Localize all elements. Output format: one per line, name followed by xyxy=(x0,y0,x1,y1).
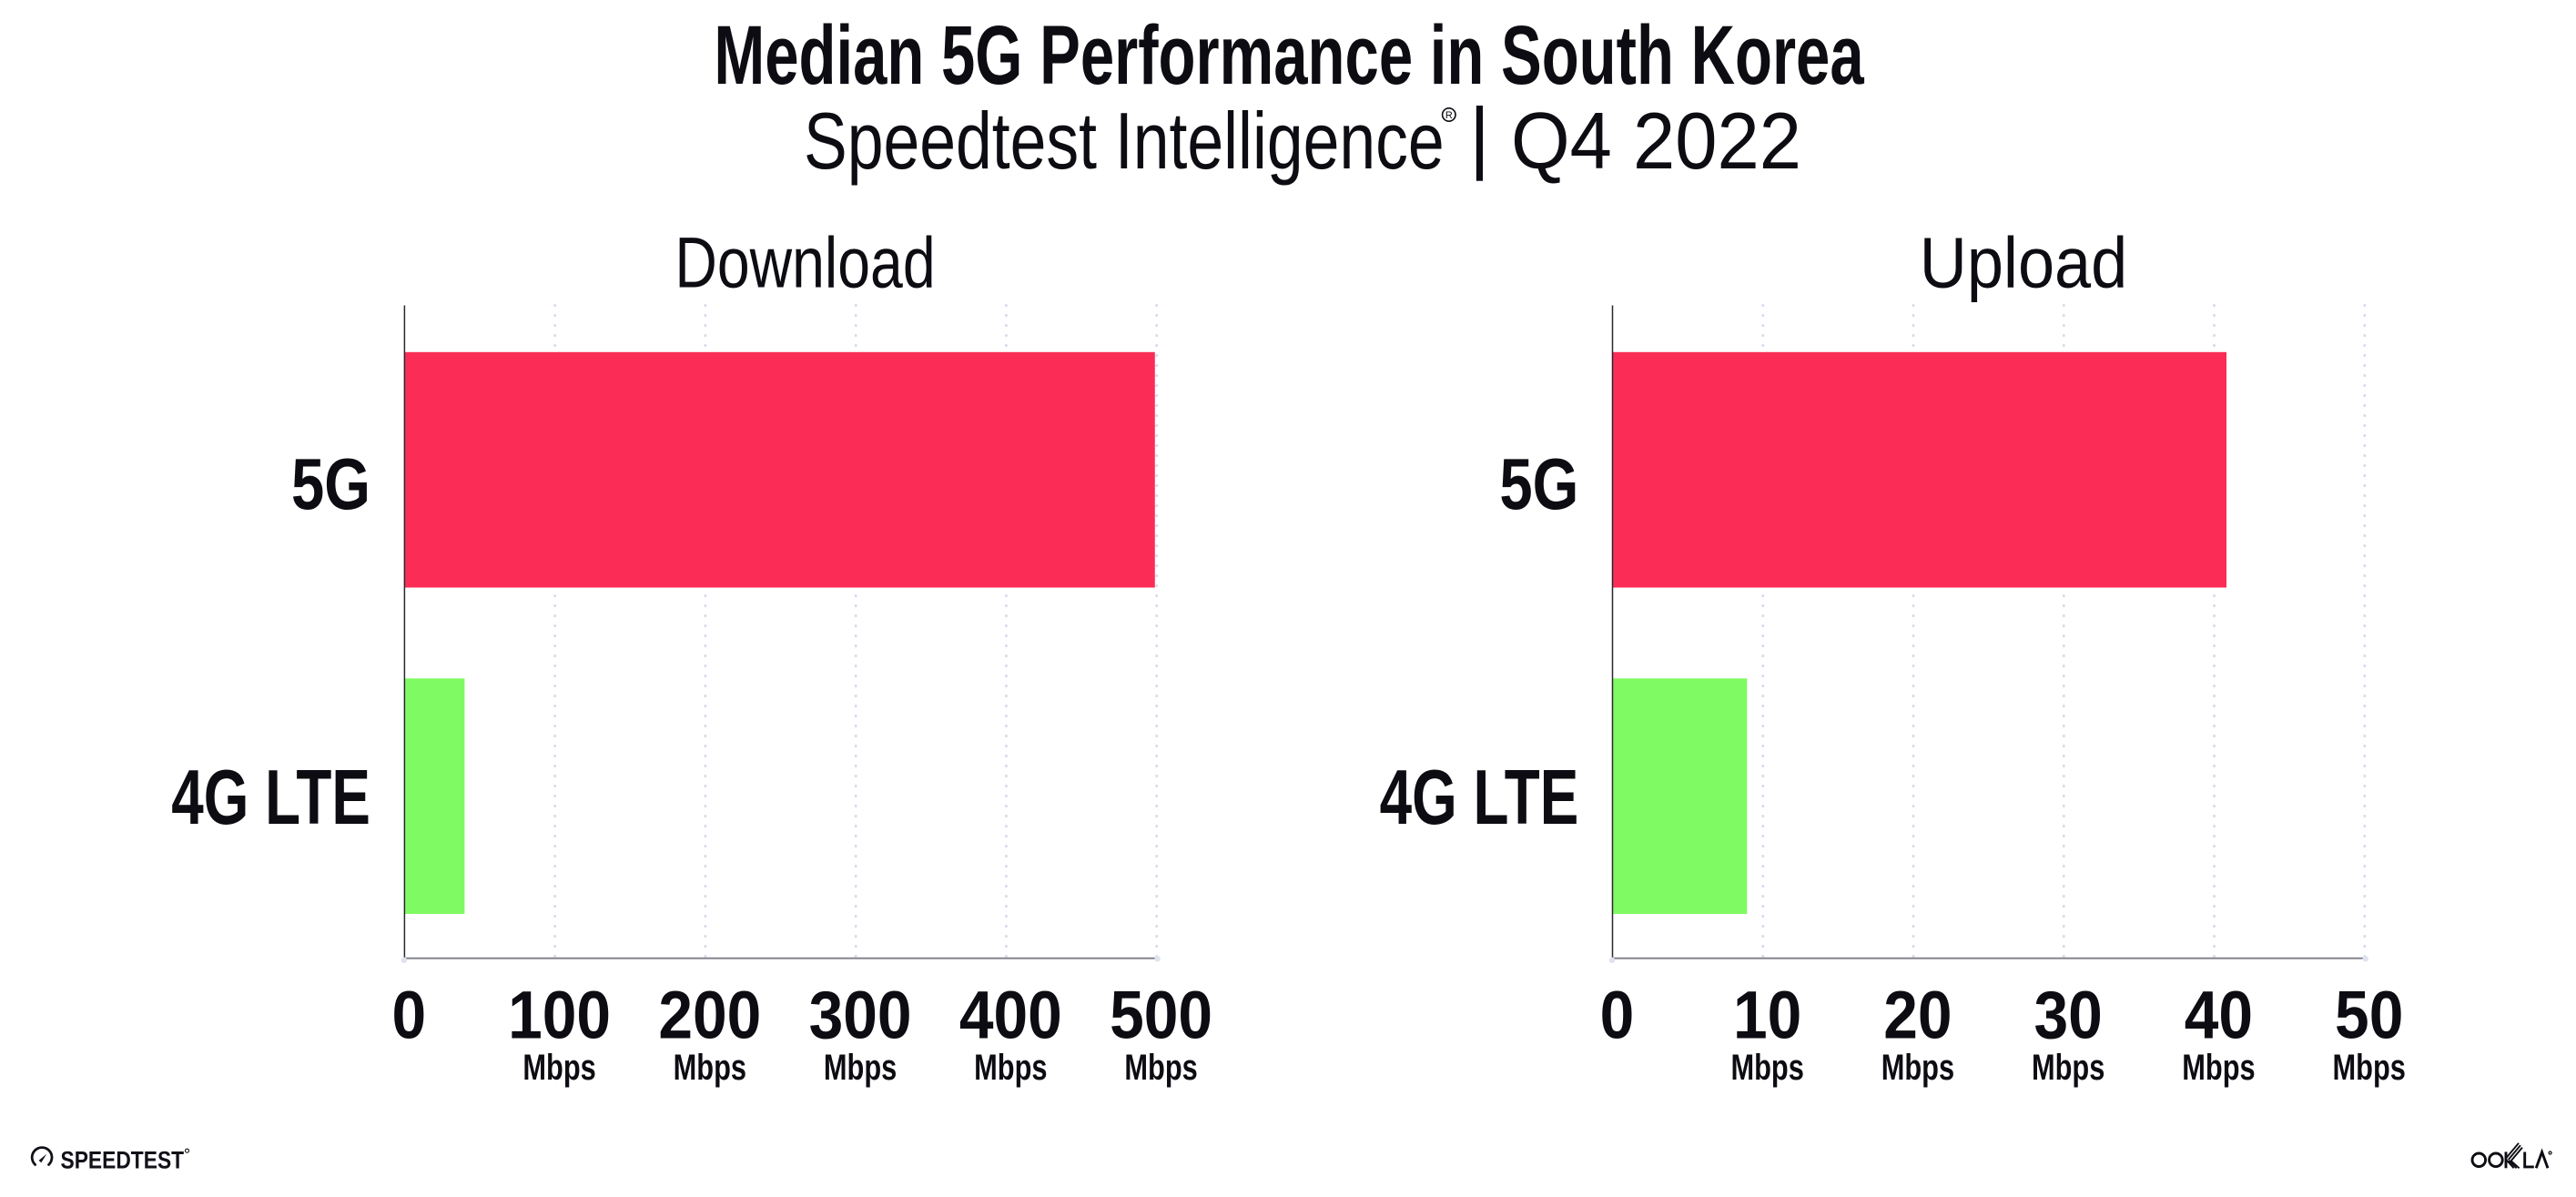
svg-text:Mbps: Mbps xyxy=(974,1047,1047,1088)
svg-text:|: | xyxy=(1469,91,1490,181)
svg-text:0: 0 xyxy=(1600,979,1635,1053)
svg-text:100: 100 xyxy=(508,979,611,1053)
svg-text:40: 40 xyxy=(2185,979,2253,1053)
svg-text:Speedtest Intelligence: Speedtest Intelligence xyxy=(804,96,1445,186)
svg-text:Download: Download xyxy=(674,223,935,303)
svg-text:5G: 5G xyxy=(1499,444,1578,525)
svg-text:Upload: Upload xyxy=(1920,224,2128,304)
svg-text:5G: 5G xyxy=(291,444,370,525)
svg-text:SPEEDTEST: SPEEDTEST xyxy=(61,1147,185,1174)
svg-text:4G LTE: 4G LTE xyxy=(171,754,370,840)
svg-text:Mbps: Mbps xyxy=(2182,1047,2255,1088)
svg-text:Mbps: Mbps xyxy=(2332,1047,2405,1088)
svg-text:Mbps: Mbps xyxy=(1730,1047,1803,1088)
svg-text:R: R xyxy=(1445,110,1453,121)
svg-text:Mbps: Mbps xyxy=(674,1047,746,1088)
svg-text:20: 20 xyxy=(1883,979,1952,1053)
svg-text:Q4 2022: Q4 2022 xyxy=(1511,96,1801,187)
svg-text:50: 50 xyxy=(2335,979,2403,1053)
svg-text:200: 200 xyxy=(658,979,761,1053)
svg-text:4G LTE: 4G LTE xyxy=(1380,754,1579,840)
svg-text:500: 500 xyxy=(1110,979,1212,1053)
svg-text:Mbps: Mbps xyxy=(2032,1047,2104,1088)
svg-text:0: 0 xyxy=(391,979,426,1053)
svg-text:Median 5G Performance in South: Median 5G Performance in South Korea xyxy=(714,9,1864,103)
svg-text:Mbps: Mbps xyxy=(1124,1047,1197,1088)
svg-text:30: 30 xyxy=(2034,979,2103,1053)
svg-text:300: 300 xyxy=(809,979,912,1053)
svg-text:Mbps: Mbps xyxy=(522,1047,595,1088)
svg-text:400: 400 xyxy=(959,979,1062,1053)
svg-text:Mbps: Mbps xyxy=(1881,1047,1954,1088)
svg-text:Mbps: Mbps xyxy=(824,1047,897,1088)
svg-text:10: 10 xyxy=(1733,979,1801,1053)
